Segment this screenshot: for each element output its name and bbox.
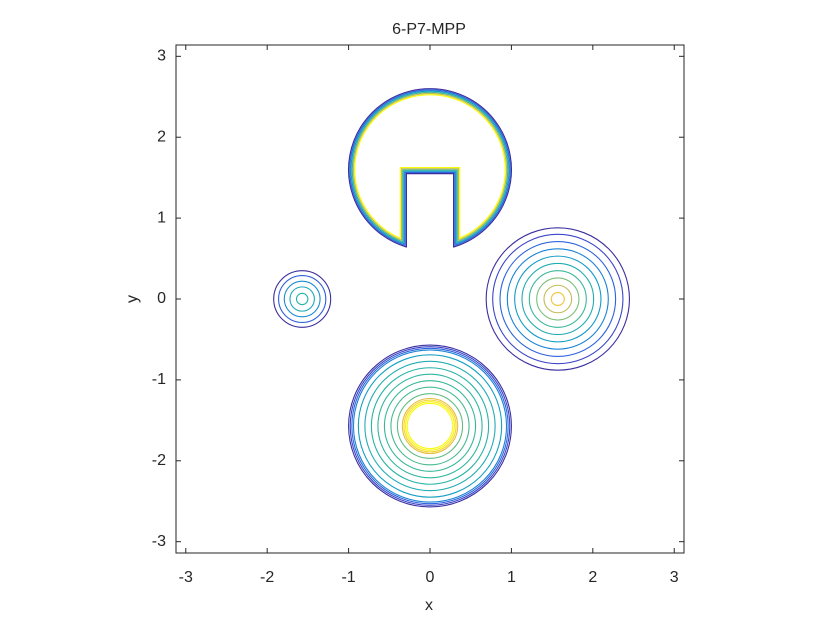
contour-line [350,90,510,245]
contour-line [348,344,512,508]
y-tick-label: 3 [157,48,166,65]
y-tick-label: -3 [152,533,166,550]
contour-line [278,274,327,324]
contour-line [349,89,511,246]
contour-line [364,360,496,492]
y-tick-label: -1 [152,371,166,388]
y-tick-label: 0 [157,290,166,307]
contour-line [396,393,464,459]
x-tick-label: -3 [179,569,193,586]
y-tick-label: -2 [152,452,166,469]
contour-line [351,347,509,505]
chart-title: 6-P7-MPP [392,21,466,38]
contour-line [405,401,455,451]
x-tick-label: -2 [260,569,274,586]
contour-line [536,277,580,321]
contour-line [514,255,602,343]
x-tick-label: 0 [426,569,435,586]
contour-line [347,88,513,248]
y-tick-label: 1 [157,209,166,226]
contour-line [492,233,624,365]
contour-line [289,286,315,312]
x-axis-label: x [425,597,433,614]
contour-line [352,349,508,503]
contour-line [377,373,483,479]
contour-line [354,94,506,239]
contour-line [550,291,565,307]
contour-line [273,270,332,328]
contour-line [349,346,511,506]
contour-line [506,248,609,350]
x-tick-label: -1 [341,569,355,586]
contour-line [283,280,321,318]
contour-line [401,397,459,455]
contour-line [390,386,470,466]
contour-line [357,354,503,498]
contour-line [370,367,490,485]
contour-line [351,91,509,243]
contour-line [352,92,508,241]
contour-line [485,227,631,371]
contour-line [543,284,573,314]
x-tick-label: 1 [507,569,516,586]
contour-line [528,270,587,328]
contour-line [295,292,309,306]
y-axis-label: y [124,295,141,303]
contour-line [499,241,617,357]
contour-line [403,399,457,453]
contour-line [521,262,595,336]
contour-line [406,402,454,450]
x-tick-label: 3 [670,569,679,586]
x-tick-label: 2 [588,569,597,586]
y-tick-label: 2 [157,128,166,145]
contour-line [383,380,477,472]
